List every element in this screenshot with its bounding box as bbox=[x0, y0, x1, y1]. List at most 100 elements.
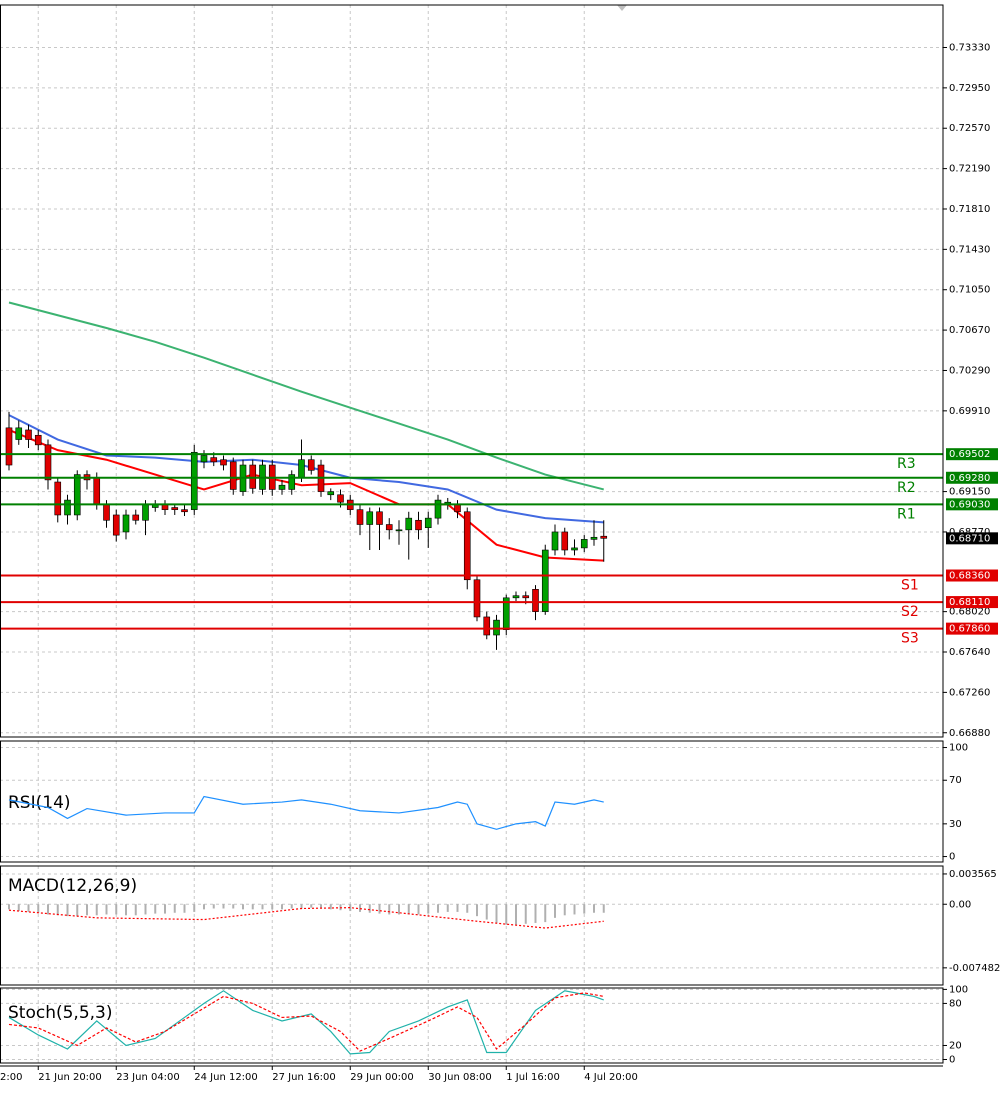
histogram-bar bbox=[125, 904, 127, 916]
histogram-bar bbox=[602, 904, 605, 913]
histogram-bar bbox=[222, 904, 225, 909]
y-tick-label: 70 bbox=[949, 775, 962, 786]
y-tick-label: 0.66880 bbox=[949, 728, 990, 739]
candle-body bbox=[483, 616, 491, 636]
histogram-bar bbox=[193, 904, 196, 912]
histogram-bar bbox=[349, 904, 352, 912]
x-tick-label: 27 Jun 16:00 bbox=[272, 1072, 336, 1083]
y-tick-label: 0.72190 bbox=[949, 164, 990, 175]
level-box bbox=[946, 471, 998, 484]
histogram-bar bbox=[359, 904, 361, 912]
candle-body bbox=[122, 514, 130, 533]
histogram-bar bbox=[47, 904, 49, 915]
histogram-bar bbox=[378, 904, 381, 914]
candle-body bbox=[25, 429, 32, 440]
histogram-bar bbox=[164, 904, 166, 914]
candle-body bbox=[473, 579, 481, 618]
y-tick-label: 0.71810 bbox=[949, 204, 990, 215]
candle-body bbox=[580, 539, 588, 549]
y-tick-label: 0 bbox=[949, 1054, 955, 1065]
candle-body bbox=[356, 509, 364, 525]
histogram-bar bbox=[524, 904, 527, 924]
histogram-bar bbox=[437, 904, 439, 913]
y-tick-label: 0.00 bbox=[949, 899, 971, 910]
histogram-bar bbox=[593, 904, 595, 913]
y-tick-label: 0.71050 bbox=[949, 285, 990, 296]
histogram-bar bbox=[398, 904, 400, 915]
indicator-line bbox=[8, 795, 604, 830]
candle-body bbox=[434, 499, 442, 519]
y-tick-label: 0.003565 bbox=[949, 869, 997, 880]
level-name: R2 bbox=[897, 480, 916, 496]
candle-body bbox=[571, 547, 578, 551]
histogram-bar bbox=[56, 904, 59, 916]
histogram-bar bbox=[329, 904, 332, 910]
histogram-bar bbox=[95, 904, 98, 916]
y-tick-label: 0.72950 bbox=[949, 83, 990, 94]
histogram-bar bbox=[154, 904, 157, 914]
histogram-bar bbox=[8, 904, 10, 910]
y-tick-label: 0.71430 bbox=[949, 244, 990, 255]
candle-body bbox=[463, 511, 471, 581]
candle-body bbox=[73, 474, 81, 516]
histogram-bar bbox=[388, 904, 391, 915]
candle-body bbox=[405, 517, 413, 531]
candle-body bbox=[64, 499, 71, 516]
histogram-bar bbox=[105, 904, 108, 915]
candle-body bbox=[171, 507, 179, 510]
indicator-line bbox=[8, 992, 604, 1052]
y-tick-label: 0.69150 bbox=[949, 487, 990, 498]
histogram-bar bbox=[261, 904, 264, 910]
level-box bbox=[946, 569, 998, 582]
indicator-title: Stoch(5,5,3) bbox=[8, 1003, 113, 1023]
histogram-bar bbox=[27, 904, 30, 912]
candle-body bbox=[278, 484, 286, 490]
histogram-bar bbox=[515, 904, 517, 925]
histogram-bar bbox=[212, 904, 215, 909]
histogram-bar bbox=[251, 904, 254, 910]
histogram-bar bbox=[544, 904, 547, 923]
histogram-bar bbox=[17, 904, 20, 912]
histogram-bar bbox=[232, 904, 235, 909]
candle-body bbox=[5, 427, 13, 466]
candle-body bbox=[54, 481, 62, 516]
histogram-bar bbox=[407, 904, 410, 915]
histogram-bar bbox=[485, 904, 488, 920]
y-tick-label: 100 bbox=[949, 743, 968, 754]
last-price-label: 0.68710 bbox=[949, 533, 990, 544]
x-tick-label: 1 Jul 16:00 bbox=[506, 1072, 560, 1083]
candle-body bbox=[93, 477, 101, 505]
x-tick-label: 29 Jun 00:00 bbox=[350, 1072, 414, 1083]
candle-body bbox=[590, 536, 598, 540]
candle-body bbox=[424, 517, 432, 529]
candle-body bbox=[298, 459, 305, 479]
level-box bbox=[946, 622, 998, 635]
candle-body bbox=[190, 451, 198, 510]
candle-body bbox=[15, 427, 23, 440]
candle-body bbox=[415, 519, 422, 531]
histogram-bar bbox=[271, 904, 274, 910]
histogram-bar bbox=[466, 904, 469, 913]
level-label: 0.68360 bbox=[949, 571, 990, 582]
candle-body bbox=[376, 511, 383, 525]
level-name: S2 bbox=[901, 604, 919, 620]
histogram-bar bbox=[173, 904, 176, 913]
x-tick-label: 4 Jul 20:00 bbox=[584, 1072, 638, 1083]
candle-body bbox=[522, 595, 530, 599]
histogram-bar bbox=[495, 904, 498, 923]
y-tick-label: 80 bbox=[949, 998, 962, 1009]
histogram-bar bbox=[144, 904, 147, 915]
y-tick-label: 0.73330 bbox=[949, 42, 990, 53]
histogram-bar bbox=[534, 904, 537, 923]
candle-body bbox=[249, 464, 257, 489]
y-tick-label: 0.67640 bbox=[949, 647, 990, 658]
candle-body bbox=[512, 595, 520, 599]
histogram-bar bbox=[563, 904, 566, 916]
candle-body bbox=[600, 535, 608, 539]
panel-border bbox=[0, 4, 944, 738]
candle-body bbox=[454, 504, 461, 513]
panel-border bbox=[0, 987, 944, 1064]
x-tick-label: 2:00 bbox=[0, 1072, 22, 1083]
y-tick-label: 0.69910 bbox=[949, 406, 990, 417]
